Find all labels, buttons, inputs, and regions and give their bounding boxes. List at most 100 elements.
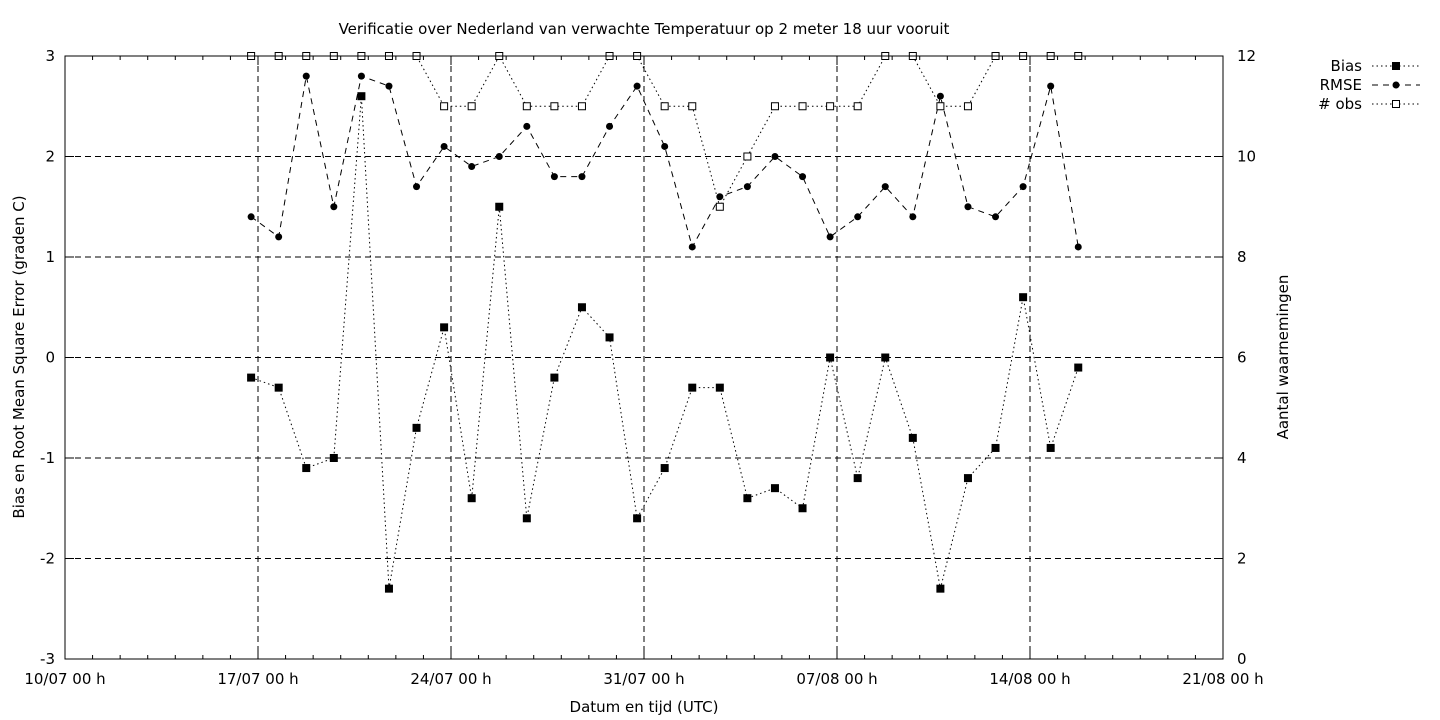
- x-tick-label: 07/08 00 h: [796, 670, 877, 688]
- data-point-obs: [440, 102, 449, 111]
- data-point-rmse: [413, 183, 421, 191]
- data-point-bias: [991, 443, 1000, 452]
- data-point-obs: [522, 102, 531, 111]
- data-point-obs: [826, 102, 835, 111]
- legend-label: RMSE: [1320, 76, 1362, 94]
- y2-tick-label: 2: [1237, 550, 1247, 568]
- y2-tick-label: 6: [1237, 349, 1247, 367]
- data-point-bias: [274, 383, 283, 392]
- data-point-bias: [440, 323, 449, 332]
- data-point-rmse: [302, 72, 310, 80]
- series-line-bias: [250, 96, 1079, 589]
- data-point-rmse: [550, 173, 558, 181]
- y2-tick-label: 4: [1237, 449, 1247, 467]
- y2-tick-label: 12: [1237, 47, 1256, 65]
- data-point-rmse: [771, 153, 779, 160]
- data-point-obs: [853, 102, 862, 111]
- y-tick-label: 0: [45, 349, 55, 367]
- data-point-bias: [467, 494, 476, 503]
- y2-tick-label: 10: [1237, 148, 1256, 166]
- data-point-rmse: [743, 183, 751, 191]
- data-point-obs: [743, 152, 752, 161]
- data-point-bias: [495, 202, 504, 211]
- series-line-rmse: [250, 75, 1079, 249]
- data-point-bias: [412, 423, 421, 432]
- data-point-rmse: [1074, 243, 1082, 251]
- data-point-bias: [798, 504, 807, 513]
- data-point-rmse: [523, 122, 531, 130]
- data-point-rmse: [854, 213, 862, 221]
- legend-marker: [1392, 100, 1400, 108]
- data-point-bias: [936, 584, 945, 593]
- data-point-rmse: [881, 183, 889, 191]
- data-point-rmse: [936, 92, 944, 100]
- data-point-bias: [743, 494, 752, 503]
- y2-tick-label: 8: [1237, 248, 1247, 266]
- data-point-bias: [522, 514, 531, 523]
- data-point-bias: [329, 454, 338, 462]
- x-tick-label: 10/07 00 h: [24, 670, 105, 688]
- y-axis-label: Bias en Root Mean Square Error (graden C…: [10, 195, 28, 518]
- ticks: [64, 55, 1224, 660]
- data-point-bias: [357, 92, 366, 101]
- legend-label: # obs: [1318, 95, 1362, 113]
- x-tick-label: 31/07 00 h: [603, 670, 684, 688]
- data-point-obs: [688, 102, 697, 111]
- x-tick-label: 14/08 00 h: [989, 670, 1070, 688]
- data-point-bias: [247, 373, 256, 382]
- data-point-obs: [467, 102, 476, 111]
- data-point-obs: [798, 102, 807, 111]
- legend-label: Bias: [1331, 57, 1363, 75]
- data-point-bias: [853, 474, 862, 483]
- chart-title: Verificatie over Nederland van verwachte…: [339, 20, 950, 38]
- data-point-bias: [660, 464, 669, 473]
- data-point-obs: [660, 102, 669, 111]
- y2-tick-labels: 0 2 4 6 8 10 12: [1237, 47, 1256, 668]
- data-point-bias: [550, 373, 559, 382]
- data-point-bias: [1074, 363, 1083, 372]
- legend-marker: [1392, 81, 1400, 89]
- data-point-rmse: [661, 142, 669, 150]
- x-tick-label: 21/08 00 h: [1182, 670, 1263, 688]
- y-tick-labels: -3 -2 -1 0 1 2 3: [40, 47, 55, 668]
- data-point-obs: [936, 102, 945, 111]
- data-point-rmse: [385, 82, 393, 90]
- data-point-bias: [963, 474, 972, 483]
- data-point-rmse: [1019, 183, 1027, 191]
- data-point-rmse: [716, 193, 724, 201]
- y-tick-label: 1: [45, 248, 55, 266]
- series-marks: [247, 52, 1083, 593]
- data-point-bias: [605, 333, 614, 342]
- data-point-bias: [1019, 293, 1028, 302]
- data-point-rmse: [826, 233, 834, 241]
- series-line-obs: [251, 54, 1079, 209]
- y-tick-label: 3: [45, 47, 55, 65]
- data-point-rmse: [633, 82, 641, 90]
- data-point-bias: [688, 383, 697, 392]
- data-point-rmse: [468, 163, 476, 171]
- data-point-rmse: [330, 203, 338, 211]
- x-axis-label: Datum en tijd (UTC): [570, 698, 719, 716]
- data-point-obs: [550, 102, 559, 111]
- y-tick-label: -3: [40, 650, 55, 668]
- data-point-rmse: [357, 72, 365, 80]
- x-tick-label: 24/07 00 h: [410, 670, 491, 688]
- legend-marker: [1392, 62, 1400, 70]
- data-point-bias: [302, 464, 311, 473]
- data-point-rmse: [992, 213, 1000, 221]
- data-point-rmse: [688, 243, 696, 251]
- y-tick-label: -1: [40, 449, 55, 467]
- data-point-rmse: [275, 233, 283, 241]
- data-point-bias: [770, 484, 779, 493]
- data-point-bias: [1046, 443, 1055, 452]
- data-point-rmse: [606, 122, 614, 130]
- data-point-rmse: [247, 213, 255, 221]
- y2-tick-label: 0: [1237, 650, 1247, 668]
- data-point-bias: [908, 433, 917, 442]
- data-point-obs: [770, 102, 779, 111]
- data-point-rmse: [1047, 82, 1055, 90]
- data-point-obs: [715, 202, 724, 211]
- grid: [65, 56, 1223, 659]
